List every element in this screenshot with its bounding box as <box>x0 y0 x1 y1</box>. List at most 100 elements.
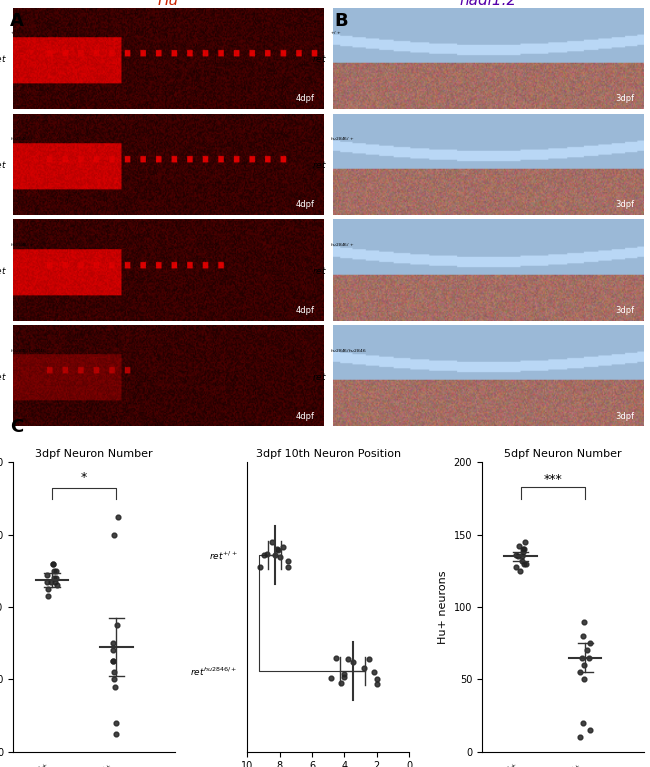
Point <box>336 676 346 689</box>
Text: B: B <box>335 12 348 29</box>
Point <box>112 619 122 631</box>
Point <box>109 666 120 678</box>
Point <box>511 561 521 573</box>
Point <box>108 655 118 667</box>
Point <box>273 544 283 556</box>
Point <box>109 528 120 541</box>
Point <box>578 630 588 642</box>
Point <box>47 558 58 570</box>
Point <box>51 565 61 577</box>
Point <box>339 670 350 683</box>
Point <box>575 731 586 743</box>
Point <box>519 543 529 555</box>
Text: $ret$: $ret$ <box>311 370 327 382</box>
Point <box>42 575 53 588</box>
Point <box>575 666 586 678</box>
Text: $^{+/+}$: $^{+/+}$ <box>10 31 21 36</box>
Text: ***: *** <box>543 472 562 486</box>
Text: *: * <box>81 471 87 484</box>
Point <box>266 535 277 548</box>
Point <box>577 651 588 663</box>
Point <box>578 673 589 686</box>
Point <box>108 644 118 657</box>
Point <box>259 549 269 561</box>
Text: $ret$: $ret$ <box>0 265 6 276</box>
Point <box>582 644 592 657</box>
Point <box>520 558 530 570</box>
Text: $^{hu2846/+}$: $^{hu2846/+}$ <box>330 243 354 248</box>
Text: $^{hu2846/+}$: $^{hu2846/+}$ <box>330 137 354 142</box>
Point <box>278 541 288 553</box>
Point <box>520 536 530 548</box>
Text: $ret$: $ret$ <box>0 53 6 64</box>
Text: $^{+/+}$: $^{+/+}$ <box>330 31 341 36</box>
Point <box>46 575 56 588</box>
Text: 4dpf: 4dpf <box>295 306 314 315</box>
Point <box>51 572 62 584</box>
Point <box>111 727 121 739</box>
Point <box>283 555 293 568</box>
Point <box>513 550 523 562</box>
Text: $ret$: $ret$ <box>311 159 327 170</box>
Title: nadl1.2: nadl1.2 <box>460 0 517 8</box>
Text: $^{hu2846/+}$: $^{hu2846/+}$ <box>10 243 34 248</box>
Point <box>584 724 595 736</box>
Text: 3dpf: 3dpf <box>615 412 634 421</box>
Point <box>585 637 595 650</box>
Text: C: C <box>10 418 23 436</box>
Point <box>50 575 60 588</box>
Point <box>51 579 62 591</box>
Point <box>518 546 528 558</box>
Title: 3dpf Neuron Number: 3dpf Neuron Number <box>35 449 153 459</box>
Text: $^{hu2846/hu2846}$: $^{hu2846/hu2846}$ <box>330 349 367 354</box>
Point <box>43 583 53 595</box>
Point <box>283 561 293 573</box>
Point <box>47 558 58 570</box>
Point <box>43 590 53 602</box>
Point <box>326 672 337 684</box>
Point <box>271 543 281 555</box>
Text: 3dpf: 3dpf <box>615 200 634 209</box>
Text: 3dpf: 3dpf <box>615 306 634 315</box>
Text: 4dpf: 4dpf <box>295 200 314 209</box>
Point <box>578 615 589 627</box>
Point <box>372 673 382 685</box>
Point <box>42 568 52 581</box>
Text: 4dpf: 4dpf <box>295 412 314 421</box>
Text: $^{hu2846/hu2846}$: $^{hu2846/hu2846}$ <box>10 349 46 354</box>
Point <box>372 678 382 690</box>
Text: $ret$: $ret$ <box>311 53 327 64</box>
Point <box>261 548 272 560</box>
Point <box>339 668 350 680</box>
Text: $ret$: $ret$ <box>311 265 327 276</box>
Point <box>270 549 280 561</box>
Point <box>514 540 524 552</box>
Point <box>517 550 527 562</box>
Text: 3dpf: 3dpf <box>615 94 634 104</box>
Point <box>49 572 59 584</box>
Point <box>363 653 374 665</box>
Point <box>49 565 59 577</box>
Point <box>369 666 379 678</box>
Point <box>109 673 120 686</box>
Point <box>109 637 119 650</box>
Title: 5dpf Neuron Number: 5dpf Neuron Number <box>504 449 621 459</box>
Point <box>112 511 123 523</box>
Text: $^{hu2846/+}$: $^{hu2846/+}$ <box>10 137 34 142</box>
Point <box>347 656 358 668</box>
Title: Hu: Hu <box>158 0 179 8</box>
Point <box>343 653 353 666</box>
Text: $ret$: $ret$ <box>0 159 6 170</box>
Y-axis label: Hu+ neurons: Hu+ neurons <box>438 571 448 644</box>
Point <box>578 716 589 729</box>
Point <box>274 551 285 563</box>
Point <box>359 662 369 674</box>
Point <box>578 659 589 671</box>
Point <box>110 680 120 693</box>
Point <box>255 561 266 573</box>
Point <box>331 652 341 664</box>
Text: A: A <box>10 12 23 29</box>
Text: $ret$: $ret$ <box>0 370 6 382</box>
Point <box>515 565 525 577</box>
Point <box>511 549 521 561</box>
